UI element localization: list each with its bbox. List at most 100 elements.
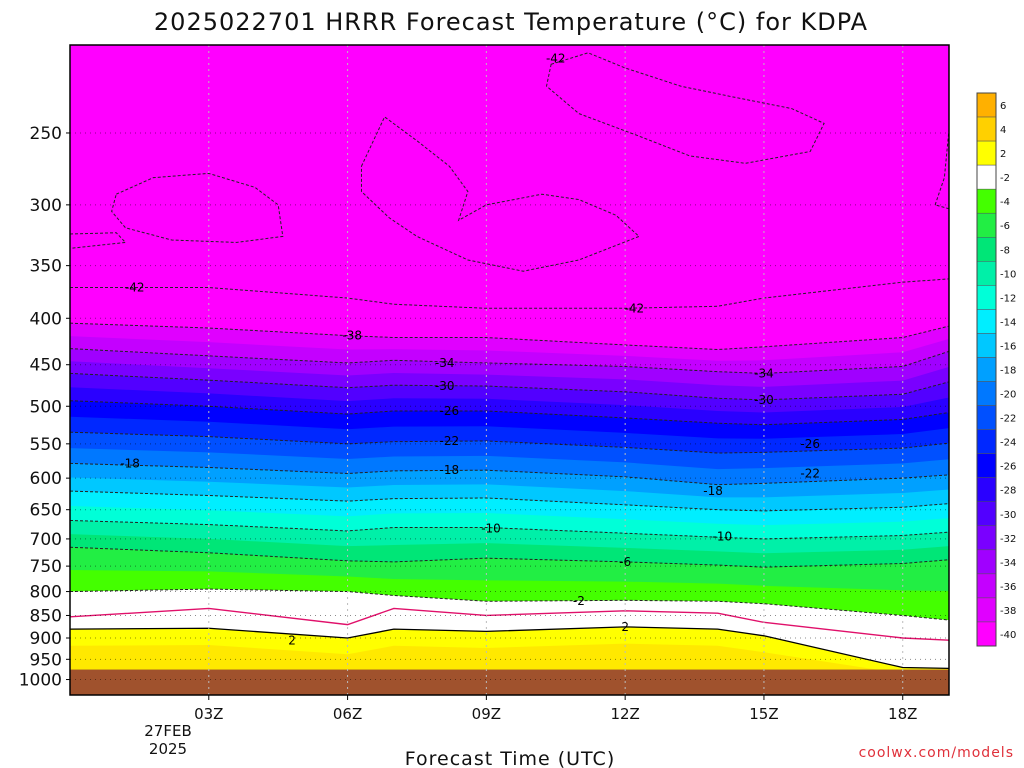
- colorbar-swatch: [976, 525, 997, 551]
- contour-label: -6: [619, 555, 631, 569]
- colorbar-swatch: [976, 116, 997, 142]
- plot-frame: [69, 44, 950, 696]
- isotherm-contour: [70, 232, 127, 249]
- freezing-level-line: [70, 607, 949, 641]
- colorbar-label: -12: [1000, 293, 1016, 304]
- y-tick-label: 650: [30, 501, 62, 521]
- x-tick-label: 12Z: [610, 705, 639, 723]
- colorbar-label: -28: [1000, 486, 1016, 497]
- isotherm-line: [70, 372, 949, 401]
- colorbar-label: -24: [1000, 438, 1016, 449]
- contour-label: -34: [754, 366, 774, 380]
- y-tick-label: 400: [30, 309, 62, 329]
- colorbar-swatch: [976, 164, 997, 190]
- colorbar-swatch: [976, 549, 997, 575]
- x-tick-label: 18Z: [888, 705, 917, 723]
- colorbar-label: -26: [1000, 462, 1016, 473]
- y-tick-label: 500: [30, 397, 62, 417]
- colorbar-label: -18: [1000, 366, 1016, 377]
- colorbar-swatch: [976, 501, 997, 527]
- isotherm-line: [70, 431, 949, 454]
- colorbar-label: -10: [1000, 269, 1016, 280]
- y-tick-label: 750: [30, 557, 62, 577]
- colorbar-label: -22: [1000, 414, 1016, 425]
- contour-label: -18: [703, 484, 723, 498]
- y-tick-label: 1000: [19, 671, 62, 691]
- colorbar-swatch: [976, 188, 997, 214]
- isotherm-line: [70, 519, 949, 540]
- isotherm-line: [70, 278, 949, 309]
- y-tick-label: 700: [30, 530, 62, 550]
- colorbar-label: -4: [1000, 197, 1010, 208]
- isotherm-line: [70, 626, 949, 669]
- contour-label: -30: [754, 393, 774, 407]
- colorbar-label: 4: [1000, 125, 1006, 136]
- isotherm-contour: [111, 172, 284, 243]
- colorbar-swatch: [976, 309, 997, 334]
- y-tick-label: 850: [30, 606, 62, 626]
- y-tick-label: 300: [30, 196, 62, 216]
- colorbar-swatch: [976, 237, 997, 262]
- contour-label: 2: [288, 634, 296, 648]
- plot-area: -42-42-42-38-34-34-30-30-26-26-22-22-18-…: [70, 45, 949, 695]
- colorbar-swatch: [976, 405, 997, 430]
- colorbar-label: -2: [1000, 173, 1010, 184]
- credit-text: coolwx.com/models: [858, 745, 1014, 761]
- isotherm-line: [70, 348, 949, 374]
- colorbar-swatch: [976, 92, 997, 118]
- colorbar-swatch: [976, 357, 997, 382]
- contour-label: -26: [800, 437, 820, 451]
- colorbar-label: 6: [1000, 101, 1006, 112]
- contour-label: -22: [440, 434, 460, 448]
- colorbar-label: -8: [1000, 245, 1010, 256]
- colorbar-swatch: [976, 573, 997, 599]
- colorbar-swatch: [976, 285, 997, 310]
- colorbar-label: 2: [1000, 149, 1006, 160]
- colorbar-legend: 6 4 2 -2 -4 -6 -8 -10 -12 -14 -16 -18 -20 -22 -24 -26 -2…: [976, 92, 1016, 647]
- y-tick-label: 950: [30, 650, 62, 670]
- colorbar-frame: [976, 92, 997, 647]
- colorbar-swatch: [976, 140, 997, 166]
- colorbar-label: -6: [1000, 221, 1010, 232]
- y-tick-label: 900: [30, 629, 62, 649]
- isotherm-line: [70, 546, 949, 568]
- time-axis: 03Z 06Z 09Z 12Z 15Z 18Z: [194, 695, 917, 723]
- colorbar-label: -14: [1000, 317, 1016, 328]
- colorbar-label: -16: [1000, 341, 1016, 352]
- y-tick-label: 450: [30, 356, 62, 376]
- colorbar-swatch: [976, 429, 997, 454]
- contour-label: -38: [342, 329, 362, 343]
- isotherm-line: [70, 588, 949, 621]
- y-tick-label: 600: [30, 469, 62, 489]
- contour-label: 2: [621, 620, 629, 634]
- colorbar-swatch: [976, 621, 997, 647]
- contour-label: -18: [120, 456, 140, 470]
- contour-label: -10: [713, 530, 733, 544]
- x-tick-label: 06Z: [333, 705, 362, 723]
- x-axis-label: Forecast Time (UTC): [405, 748, 615, 768]
- colorbar-swatch: [976, 261, 997, 286]
- x-tick-label: 15Z: [749, 705, 778, 723]
- chart-title: 2025022701 HRRR Forecast Temperature (°C…: [154, 8, 868, 36]
- colorbar-label: -34: [1000, 558, 1016, 569]
- x-tick-label: 09Z: [472, 705, 501, 723]
- isotherm-contour: [545, 52, 825, 164]
- colorbar-label: -36: [1000, 582, 1016, 593]
- contour-label: -34: [435, 356, 455, 370]
- isotherm-line: [70, 462, 949, 486]
- contour-label: -22: [800, 467, 820, 481]
- isotherm-line: [70, 490, 949, 512]
- colorbar-swatch: [976, 453, 997, 478]
- colorbar-label: -20: [1000, 390, 1016, 401]
- colorbar-label: -40: [1000, 630, 1016, 641]
- y-tick-label: 550: [30, 435, 62, 455]
- contour-label: -30: [435, 379, 455, 393]
- y-tick-label: 800: [30, 583, 62, 603]
- colorbar-swatch: [976, 597, 997, 623]
- contour-label: -10: [481, 522, 501, 536]
- colorbar-label: -38: [1000, 606, 1016, 617]
- colorbar-label: -32: [1000, 534, 1016, 545]
- date-label-year: 2025: [149, 740, 187, 758]
- contour-label: -42: [546, 52, 566, 66]
